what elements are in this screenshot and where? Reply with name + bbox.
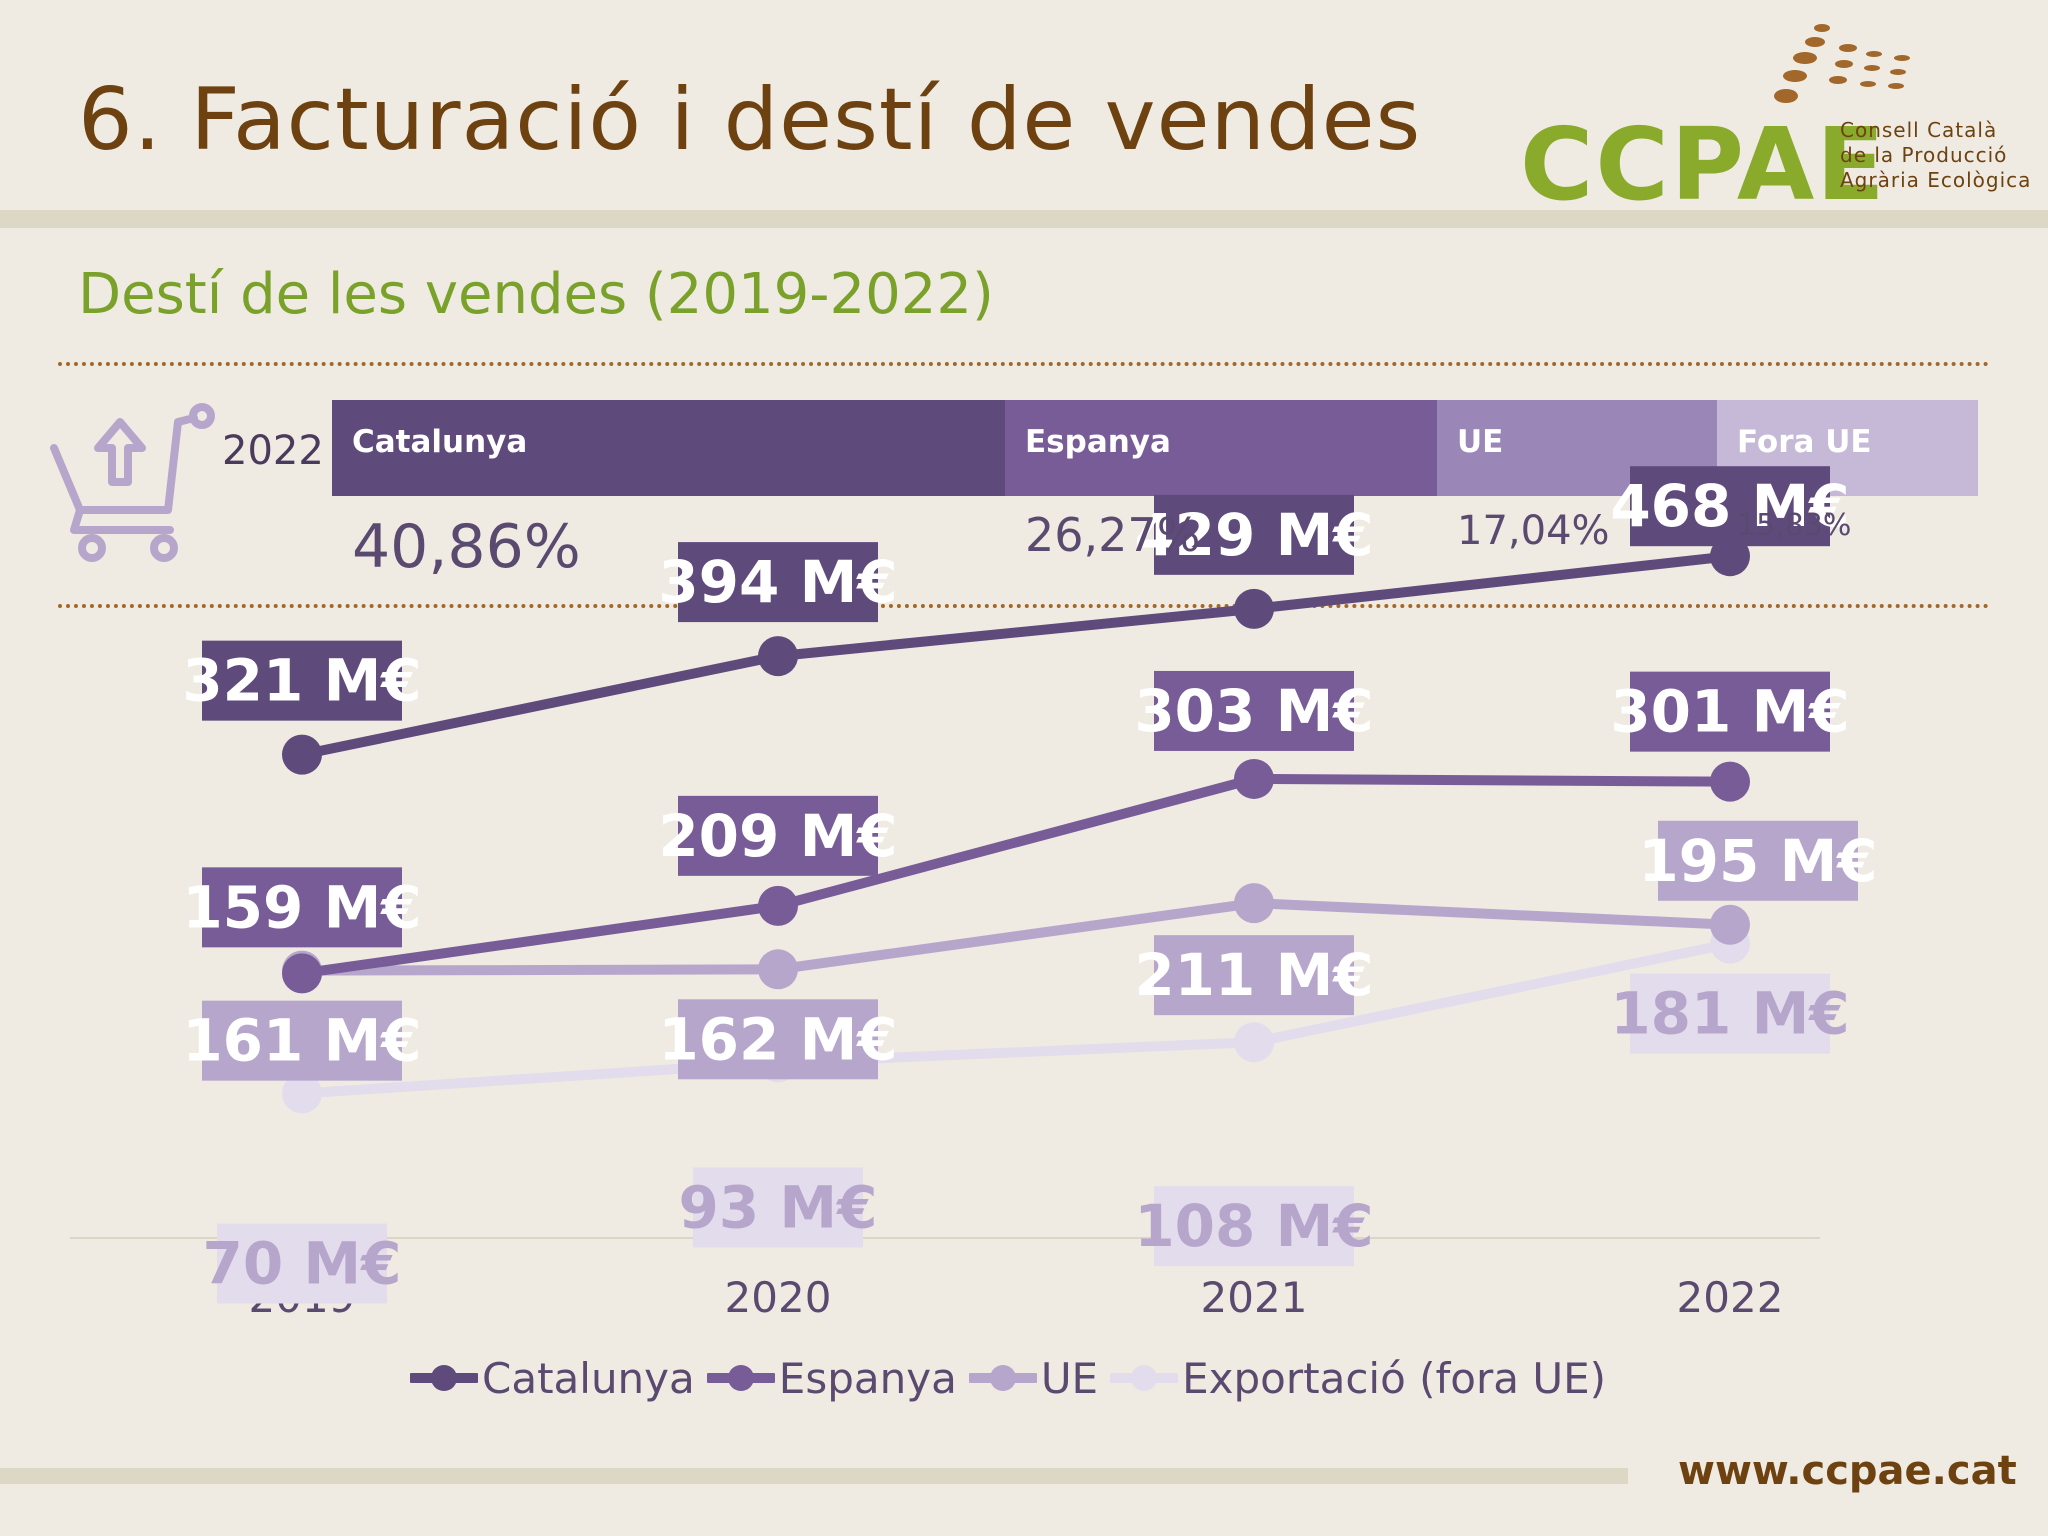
data-label: 301 M€ [1610, 671, 1850, 752]
svg-text:468 M€: 468 M€ [1610, 472, 1849, 540]
data-label: 211 M€ [1134, 935, 1374, 1016]
data-label: 209 M€ [658, 795, 898, 876]
logo-dots-icon [1774, 24, 1910, 103]
share-pct-espanya: 26,27% [1025, 508, 1201, 562]
share-segment-espanya: Espanya [1005, 400, 1437, 496]
data-label: 108 M€ [1134, 1186, 1374, 1267]
share-pct-ue: 17,04% [1457, 508, 1610, 554]
legend-label: Espanya [778, 1353, 957, 1403]
svg-text:394 M€: 394 M€ [658, 548, 897, 616]
x-tick-label: 2020 [725, 1273, 832, 1322]
svg-text:161 M€: 161 M€ [182, 1007, 421, 1075]
data-label: 93 M€ [679, 1167, 878, 1248]
svg-text:301 M€: 301 M€ [1610, 678, 1849, 746]
share-pct-catalunya: 40,86% [352, 512, 581, 582]
data-label: 162 M€ [658, 999, 898, 1080]
data-point [1234, 758, 1274, 799]
series-line-catalunya [300, 551, 1731, 760]
logo-subtitle: Consell Català de la Producció Agrària E… [1840, 118, 2032, 192]
legend-item: UE [968, 1353, 1099, 1403]
svg-text:93 M€: 93 M€ [679, 1173, 878, 1241]
data-point [282, 1073, 322, 1114]
svg-text:211 M€: 211 M€ [1134, 941, 1373, 1009]
data-point [1710, 904, 1750, 945]
share-year-label: 2022 [222, 428, 324, 474]
header-divider [0, 210, 2048, 228]
share-pct-fora-ue: 15,83% [1737, 508, 1852, 543]
dotted-divider-bottom [58, 604, 1990, 608]
svg-text:429 M€: 429 M€ [1134, 501, 1373, 569]
legend-item: Exportació (fora UE) [1110, 1354, 1606, 1403]
data-point [758, 885, 798, 926]
svg-text:162 M€: 162 M€ [658, 1005, 897, 1073]
data-label: 394 M€ [658, 542, 898, 623]
data-point [758, 636, 798, 677]
logo-wordmark: CCPAE [1520, 106, 1887, 223]
data-label: 321 M€ [182, 640, 422, 721]
svg-text:108 M€: 108 M€ [1134, 1192, 1373, 1260]
legend-label: Catalunya [482, 1353, 695, 1403]
data-point [1710, 761, 1750, 802]
data-point [282, 953, 322, 994]
series-line-exportaci-fora-ue- [301, 938, 1732, 1099]
section-subtitle: Destí de les vendes (2019-2022) [78, 262, 994, 327]
data-label: 429 M€ [1134, 494, 1374, 575]
data-label: 303 M€ [1134, 670, 1374, 751]
svg-text:209 M€: 209 M€ [658, 802, 897, 870]
data-label: 70 M€ [203, 1223, 402, 1304]
svg-text:70 M€: 70 M€ [203, 1230, 402, 1298]
website-link[interactable]: www.ccpae.cat [1678, 1448, 2017, 1494]
data-point [1234, 883, 1274, 924]
footer-divider [0, 1468, 1628, 1484]
legend-swatch [1110, 1365, 1179, 1391]
data-label: 159 M€ [182, 867, 422, 948]
dotted-divider-top [58, 362, 1990, 366]
svg-text:159 M€: 159 M€ [182, 873, 421, 941]
data-point [758, 949, 798, 990]
data-point [1234, 1022, 1274, 1063]
svg-text:321 M€: 321 M€ [182, 647, 421, 715]
data-label: 468 M€ [1610, 466, 1850, 547]
svg-text:303 M€: 303 M€ [1134, 677, 1373, 745]
share-segment-fora-ue: Fora UE [1717, 400, 1978, 496]
x-tick-label: 2022 [1677, 1273, 1784, 1322]
ccpae-logo: CCPAE Consell Català de la Producció Agr… [1520, 18, 2040, 223]
legend-label: UE [1040, 1353, 1099, 1403]
data-point [1234, 588, 1274, 629]
series-line-ue [301, 898, 1731, 976]
data-label: 181 M€ [1610, 973, 1850, 1054]
x-tick-label: 2021 [1201, 1273, 1308, 1322]
shopping-cart-upload-icon [50, 403, 215, 562]
legend-item: Espanya [706, 1353, 957, 1403]
legend-label: Exportació (fora UE) [1182, 1353, 1607, 1403]
chart-legend: Catalunya Espanya UE Exportació (fora UE) [410, 1350, 1618, 1406]
share-segment-catalunya: Catalunya [332, 400, 1005, 496]
data-point [282, 734, 322, 775]
series-line-espanya [301, 773, 1731, 979]
page-title: 6. Facturació i destí de vendes [78, 70, 1422, 170]
svg-text:195 M€: 195 M€ [1638, 827, 1877, 895]
data-label: 195 M€ [1638, 820, 1878, 901]
legend-item: Catalunya [410, 1354, 695, 1403]
legend-swatch [968, 1365, 1037, 1391]
legend-swatch [706, 1365, 775, 1391]
data-label: 161 M€ [182, 1000, 422, 1081]
svg-text:181 M€: 181 M€ [1610, 980, 1849, 1048]
legend-swatch [410, 1365, 478, 1391]
destination-share-bar: Catalunya Espanya UE Fora UE [332, 400, 1978, 496]
